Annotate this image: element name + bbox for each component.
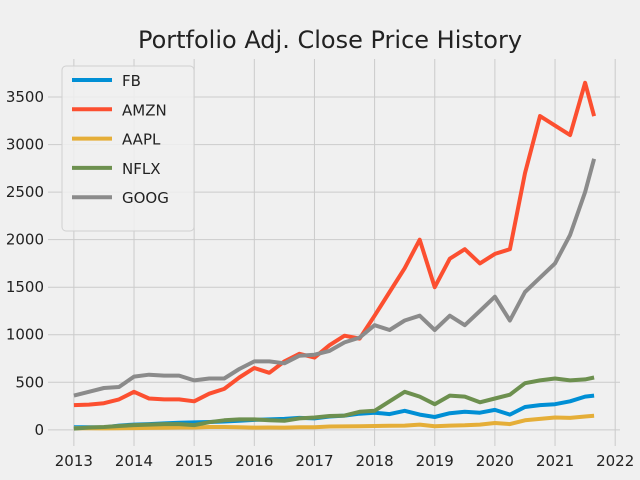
x-tick-label: 2016 [235,452,273,470]
x-tick-label: 2022 [596,452,634,470]
x-tick-label: 2018 [356,452,394,470]
x-tick-label: 2015 [175,452,213,470]
x-tick-label: 2017 [295,452,333,470]
x-tick-label: 2020 [476,452,514,470]
y-tick-label: 1000 [6,326,44,344]
y-tick-label: 500 [15,373,44,391]
legend-label: AMZN [122,101,167,119]
legend-label: GOOG [122,189,169,207]
legend-label: AAPL [122,131,161,149]
line-series [73,80,597,408]
legend-label: NFLX [122,160,160,178]
y-tick-label: 3000 [6,136,44,154]
y-tick-label: 2500 [6,183,44,201]
line-series [73,375,595,431]
x-tick-label: 2014 [115,452,153,470]
x-axis-label: Date [310,477,358,480]
chart-title: Portfolio Adj. Close Price History [138,26,522,54]
x-tick-label: 2019 [416,452,454,470]
y-tick-label: 2000 [6,231,44,249]
x-tick-label: 2021 [536,452,574,470]
y-tick-label: 3500 [6,88,44,106]
legend-label: FB [122,72,141,90]
x-tick-label: 2013 [55,452,93,470]
line-series [73,158,597,398]
y-tick-label: 1500 [6,278,44,296]
y-tick-label: 0 [34,421,44,439]
legend-box [61,65,195,232]
line-series [73,413,595,431]
